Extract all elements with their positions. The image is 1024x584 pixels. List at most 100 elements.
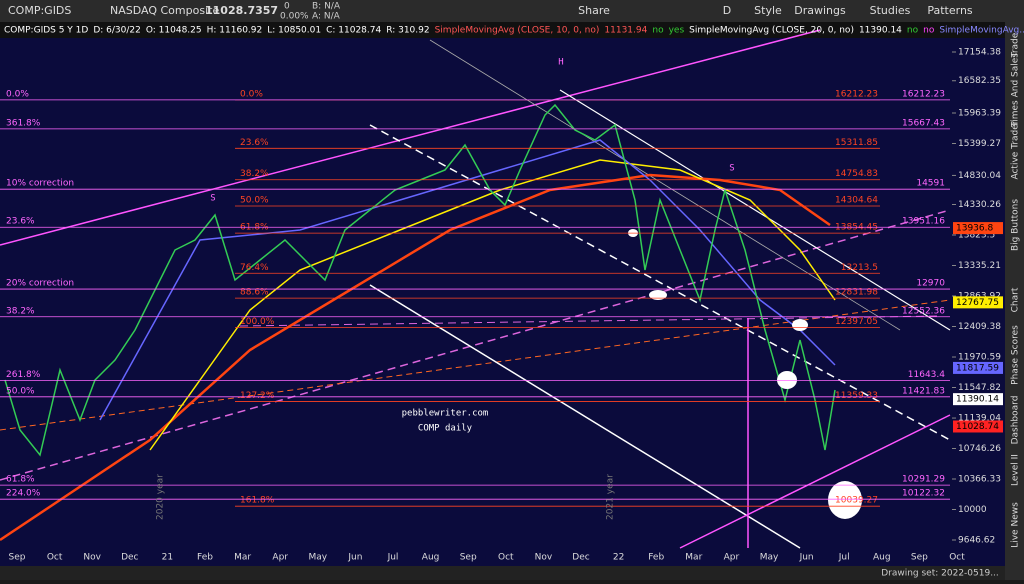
y-tick-label: 10746.26 — [958, 444, 1001, 454]
x-tick-label: Mar — [685, 553, 702, 563]
side-tab[interactable]: Times And Sales — [1011, 53, 1021, 128]
symbol[interactable]: COMP:GIDS — [8, 4, 71, 17]
header-item: 11131.94 — [604, 26, 647, 36]
y-tick-label: 10000 — [958, 505, 987, 515]
price-tag — [953, 361, 1003, 374]
fib-label: 88.6% — [240, 288, 269, 298]
side-tab[interactable]: Big Buttons — [1011, 199, 1021, 251]
annotation: pebblewriter.com — [402, 409, 489, 419]
price-axis — [952, 38, 1005, 548]
fib-value: 11643.4 — [908, 370, 945, 380]
fib-label: 261.8% — [6, 370, 41, 380]
x-tick-label: Nov — [535, 553, 553, 563]
fib-value: 12970 — [916, 279, 945, 289]
header-item: D: 6/30/22 — [93, 26, 141, 36]
x-tick-label: Apr — [724, 553, 740, 563]
header-item: no — [907, 26, 919, 36]
x-tick-label: Dec — [121, 553, 138, 563]
fib-value: 11359.33 — [835, 391, 878, 401]
x-tick-label: Jul — [838, 553, 850, 563]
price-tag-label: 11817.59 — [956, 363, 999, 373]
price-tag-label: 11390.14 — [956, 395, 999, 405]
x-tick-label: Aug — [873, 553, 891, 563]
toolbar-button[interactable]: Drawings — [794, 4, 846, 17]
y-tick-label: 11547.82 — [958, 383, 1001, 393]
fib-value: 12552.36 — [902, 306, 945, 316]
x-tick-label: Aug — [422, 553, 440, 563]
toolbar — [0, 0, 1024, 22]
x-tick-label: Jul — [387, 553, 399, 563]
toolbar-button[interactable]: Share — [578, 4, 610, 17]
x-tick-label: Oct — [949, 553, 965, 563]
header-item: SimpleMovingAvg... — [939, 26, 1024, 36]
x-tick-label: Feb — [197, 553, 213, 563]
x-tick-label: May — [760, 553, 779, 563]
fib-value: 11421.83 — [902, 386, 945, 396]
annotation: S — [729, 164, 734, 174]
x-tick-label: Dec — [572, 553, 589, 563]
side-tab[interactable]: Chart — [1011, 287, 1021, 312]
time-axis — [0, 548, 1005, 566]
header-item: SimpleMovingAvg (CLOSE, 10, 0, no) — [435, 26, 600, 36]
fib-value: 15667.43 — [902, 118, 945, 128]
price-tag — [953, 222, 1003, 235]
y-tick-label: 17154.38 — [958, 47, 1001, 57]
fib-value: 12397.05 — [835, 317, 878, 327]
annotation: 2021 year — [606, 474, 616, 520]
toolbar-button[interactable]: Style — [754, 4, 782, 17]
fib-label: 23.6% — [6, 217, 35, 227]
fib-label: 10% correction — [6, 179, 74, 189]
toolbar-button[interactable]: Studies — [870, 4, 911, 17]
fib-label: 224.0% — [6, 489, 41, 499]
side-tab[interactable]: Live News — [1011, 502, 1021, 548]
highlight-circle — [828, 481, 862, 519]
x-tick-label: 22 — [613, 553, 624, 563]
trend-line — [679, 414, 951, 549]
moving-average — [149, 159, 836, 451]
x-tick-label: Apr — [272, 553, 288, 563]
side-tab[interactable]: Active Trader — [1011, 120, 1021, 179]
toolbar-button[interactable]: D — [723, 4, 731, 17]
last: 11028.7357 — [205, 4, 278, 17]
fib-value: 14591 — [916, 179, 945, 189]
change: 0 — [284, 2, 290, 12]
y-tick-label: 16582.35 — [958, 76, 1001, 86]
fib-label: 161.8% — [240, 496, 275, 506]
change-pct: 0.00% — [280, 12, 309, 22]
x-tick-label: Nov — [83, 553, 101, 563]
trend-line — [369, 124, 951, 441]
toolbar-button[interactable]: Patterns — [927, 4, 973, 17]
x-tick-label: Oct — [498, 553, 514, 563]
fib-value: 10039.27 — [835, 496, 878, 506]
side-tab[interactable]: Level II — [1011, 454, 1021, 486]
fib-label: 61.8% — [6, 475, 35, 485]
x-tick-label: Jun — [347, 553, 362, 563]
price-tag-label: 12767.75 — [956, 298, 999, 308]
fib-value: 14754.83 — [835, 169, 878, 179]
fib-value: 16212.23 — [835, 89, 878, 99]
fib-value: 16212.23 — [902, 89, 945, 99]
fib-value: 12831.98 — [835, 288, 878, 298]
price-tag — [953, 393, 1003, 406]
x-tick-label: Mar — [234, 553, 251, 563]
price-tag-label: 11028.74 — [956, 422, 999, 432]
side-tab[interactable]: Phase Scores — [1011, 325, 1021, 385]
trend-line — [559, 89, 951, 331]
y-tick-label: 15963.39 — [958, 108, 1001, 118]
y-tick-label: 11139.04 — [958, 414, 1001, 424]
price-tag-label: 13936.8 — [956, 224, 993, 234]
fib-value: 14304.64 — [835, 196, 878, 206]
highlight-circle — [792, 319, 808, 331]
side-tab[interactable]: Trade — [1011, 32, 1021, 58]
annotation: 2020 year — [156, 474, 166, 520]
side-tab[interactable]: Dashboard — [1011, 396, 1021, 445]
y-tick-label: 13823.5 — [958, 231, 995, 241]
fib-label: 50.0% — [240, 196, 269, 206]
trend-line — [369, 284, 801, 549]
highlight-circle — [777, 371, 797, 389]
price-tag — [953, 420, 1003, 433]
fib-label: 127.2% — [240, 391, 275, 401]
fib-value: 10122.32 — [902, 489, 945, 499]
x-tick-label: Sep — [9, 553, 26, 563]
